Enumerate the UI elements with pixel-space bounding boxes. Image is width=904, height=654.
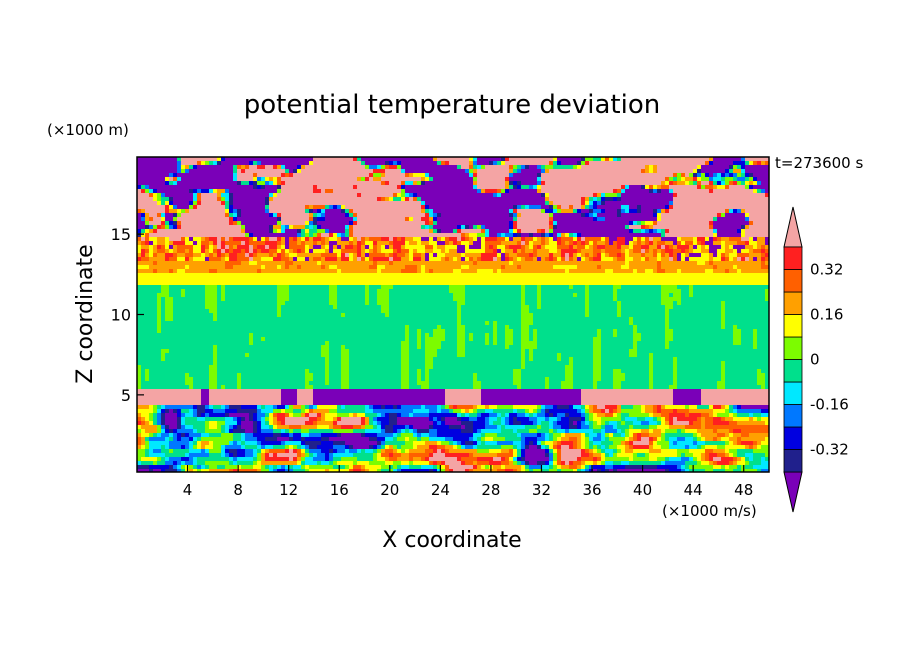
colorbar-tick-label: 0.32 bbox=[810, 261, 843, 279]
x-tick-label: 36 bbox=[582, 481, 601, 499]
contour-field bbox=[137, 157, 769, 472]
x-axis-label: X coordinate bbox=[382, 528, 521, 553]
x-tick-label: 28 bbox=[481, 481, 500, 499]
x-tick-label: 24 bbox=[431, 481, 450, 499]
colorbar-tick-label: 0 bbox=[810, 351, 820, 369]
colorbar-tick-label: 0.16 bbox=[810, 306, 843, 324]
colorbar: -0.32 -0.16 0 0.16 0.32 bbox=[783, 206, 849, 513]
y-unit-label: (×1000 m) bbox=[47, 121, 129, 139]
colorbar-tick-label: -0.16 bbox=[810, 396, 849, 414]
x-tick-label: 44 bbox=[684, 481, 703, 499]
y-axis-label: Z coordinate bbox=[73, 244, 98, 383]
colorbar-bin bbox=[783, 381, 803, 405]
y-tick-label: 5 bbox=[121, 386, 131, 405]
colorbar-bin bbox=[783, 426, 803, 450]
colorbar-bin bbox=[783, 269, 803, 293]
chart-title: potential temperature deviation bbox=[244, 90, 660, 120]
x-tick-label: 48 bbox=[734, 481, 753, 499]
colorbar-tick-label: -0.32 bbox=[810, 441, 849, 459]
time-label: t=273600 s bbox=[775, 154, 863, 172]
x-tick-label: 20 bbox=[380, 481, 399, 499]
colorbar-bin bbox=[783, 314, 803, 338]
colorbar-bin bbox=[783, 449, 803, 473]
y-axis-ticks: 5 10 15 bbox=[111, 225, 144, 405]
x-tick-label: 4 bbox=[183, 481, 193, 499]
colorbar-bin bbox=[783, 246, 803, 270]
colorbar-over-triangle bbox=[783, 206, 803, 248]
x-tick-label: 12 bbox=[279, 481, 298, 499]
colorbar-bin bbox=[783, 291, 803, 315]
x-unit-label: (×1000 m/s) bbox=[662, 502, 757, 520]
y-tick-label: 15 bbox=[111, 225, 131, 244]
x-tick-label: 16 bbox=[330, 481, 349, 499]
y-tick-label: 10 bbox=[111, 306, 131, 325]
x-tick-label: 40 bbox=[633, 481, 652, 499]
x-tick-label: 8 bbox=[233, 481, 243, 499]
colorbar-bin bbox=[783, 336, 803, 360]
x-axis-ticks: 4 8 12 16 20 24 28 32 36 40 44 48 bbox=[183, 465, 753, 499]
colorbar-bin bbox=[783, 359, 803, 383]
colorbar-under-triangle bbox=[783, 471, 803, 513]
x-tick-label: 32 bbox=[532, 481, 551, 499]
colorbar-bin bbox=[783, 404, 803, 428]
